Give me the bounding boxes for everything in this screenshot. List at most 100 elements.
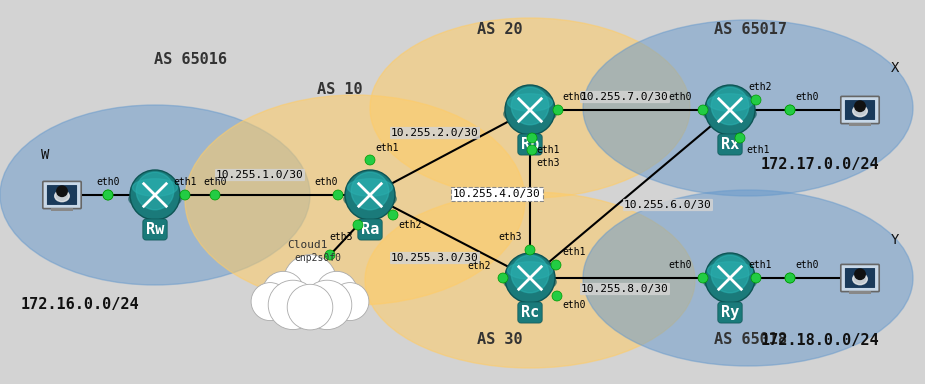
- Ellipse shape: [583, 190, 913, 366]
- Circle shape: [331, 283, 369, 321]
- Text: AS 65017: AS 65017: [713, 23, 786, 38]
- Circle shape: [56, 186, 68, 197]
- Text: AS 65016: AS 65016: [154, 53, 227, 68]
- FancyBboxPatch shape: [43, 181, 81, 209]
- Ellipse shape: [704, 104, 757, 124]
- Text: 172.16.0.0/24: 172.16.0.0/24: [20, 298, 140, 313]
- Ellipse shape: [55, 190, 69, 202]
- Ellipse shape: [583, 20, 913, 196]
- Text: eth1: eth1: [536, 145, 560, 155]
- FancyBboxPatch shape: [845, 100, 875, 120]
- Text: 10.255.4.0/30: 10.255.4.0/30: [453, 189, 541, 199]
- Ellipse shape: [708, 262, 753, 279]
- Ellipse shape: [853, 105, 868, 117]
- Circle shape: [785, 105, 795, 115]
- Circle shape: [512, 255, 549, 293]
- Text: W: W: [41, 148, 49, 162]
- Text: eth3: eth3: [329, 232, 353, 242]
- Circle shape: [751, 273, 761, 283]
- Text: AS 10: AS 10: [317, 83, 363, 98]
- Circle shape: [751, 95, 761, 105]
- Ellipse shape: [853, 273, 868, 285]
- Text: eth2: eth2: [748, 82, 771, 92]
- Ellipse shape: [185, 95, 525, 305]
- Text: Rb: Rb: [521, 137, 539, 152]
- Circle shape: [130, 170, 180, 220]
- Text: eth0: eth0: [96, 177, 119, 187]
- Circle shape: [251, 283, 290, 321]
- Text: eth3: eth3: [499, 232, 522, 242]
- Circle shape: [785, 105, 795, 115]
- Circle shape: [333, 190, 343, 200]
- Text: Y: Y: [891, 233, 899, 247]
- Circle shape: [785, 273, 795, 283]
- Circle shape: [525, 245, 535, 255]
- Circle shape: [711, 255, 748, 293]
- Text: AS 20: AS 20: [477, 23, 523, 38]
- Circle shape: [325, 250, 335, 260]
- Ellipse shape: [0, 105, 310, 285]
- Ellipse shape: [370, 18, 690, 198]
- Circle shape: [353, 220, 363, 230]
- Circle shape: [345, 170, 395, 220]
- Ellipse shape: [708, 94, 753, 111]
- Circle shape: [283, 255, 337, 308]
- Circle shape: [527, 133, 537, 143]
- FancyBboxPatch shape: [849, 291, 871, 294]
- Text: enp2s0f0: enp2s0f0: [294, 253, 341, 263]
- Text: eth0: eth0: [669, 260, 692, 270]
- Circle shape: [505, 253, 555, 303]
- Text: eth0: eth0: [795, 260, 819, 270]
- Ellipse shape: [508, 94, 552, 111]
- Text: 10.255.3.0/30: 10.255.3.0/30: [391, 253, 479, 263]
- Circle shape: [268, 280, 317, 329]
- Circle shape: [711, 87, 748, 125]
- Ellipse shape: [504, 104, 556, 124]
- Ellipse shape: [132, 179, 178, 196]
- FancyBboxPatch shape: [841, 265, 879, 291]
- Circle shape: [698, 273, 708, 283]
- Circle shape: [365, 155, 375, 165]
- Text: eth0: eth0: [562, 92, 586, 102]
- Text: Cloud1: Cloud1: [288, 240, 328, 250]
- Text: eth1: eth1: [375, 143, 399, 153]
- Circle shape: [103, 190, 113, 200]
- Circle shape: [855, 269, 865, 280]
- Text: Rc: Rc: [521, 305, 539, 320]
- Text: eth1: eth1: [746, 145, 770, 155]
- Text: eth1: eth1: [173, 177, 197, 187]
- Text: eth0: eth0: [795, 92, 819, 102]
- Circle shape: [302, 280, 352, 329]
- Text: 10.255.6.0/30: 10.255.6.0/30: [624, 200, 712, 210]
- Text: eth1: eth1: [748, 260, 771, 270]
- Text: eth3: eth3: [536, 158, 560, 168]
- FancyBboxPatch shape: [841, 96, 879, 124]
- Text: 10.255.1.0/30: 10.255.1.0/30: [216, 170, 304, 180]
- Circle shape: [103, 190, 113, 200]
- Ellipse shape: [508, 262, 552, 279]
- Text: Rx: Rx: [721, 137, 739, 152]
- Text: AS 30: AS 30: [477, 333, 523, 348]
- Circle shape: [698, 105, 708, 115]
- Text: AS 65018: AS 65018: [713, 333, 786, 348]
- Circle shape: [315, 271, 357, 313]
- Text: 10.255.2.0/30: 10.255.2.0/30: [391, 128, 479, 138]
- FancyBboxPatch shape: [47, 185, 77, 205]
- Ellipse shape: [365, 192, 695, 368]
- Text: eth0: eth0: [204, 177, 227, 187]
- Circle shape: [512, 87, 549, 125]
- Text: Ra: Ra: [361, 222, 379, 237]
- Text: eth2: eth2: [467, 261, 491, 271]
- Circle shape: [553, 105, 563, 115]
- Text: eth0: eth0: [562, 300, 586, 310]
- Ellipse shape: [344, 189, 396, 209]
- Text: Rw: Rw: [146, 222, 164, 237]
- Circle shape: [785, 273, 795, 283]
- Circle shape: [263, 271, 304, 313]
- FancyBboxPatch shape: [849, 122, 871, 126]
- Circle shape: [180, 190, 190, 200]
- Ellipse shape: [348, 179, 392, 196]
- Circle shape: [287, 284, 333, 330]
- Text: 10.255.8.0/30: 10.255.8.0/30: [581, 284, 669, 294]
- FancyBboxPatch shape: [51, 208, 73, 210]
